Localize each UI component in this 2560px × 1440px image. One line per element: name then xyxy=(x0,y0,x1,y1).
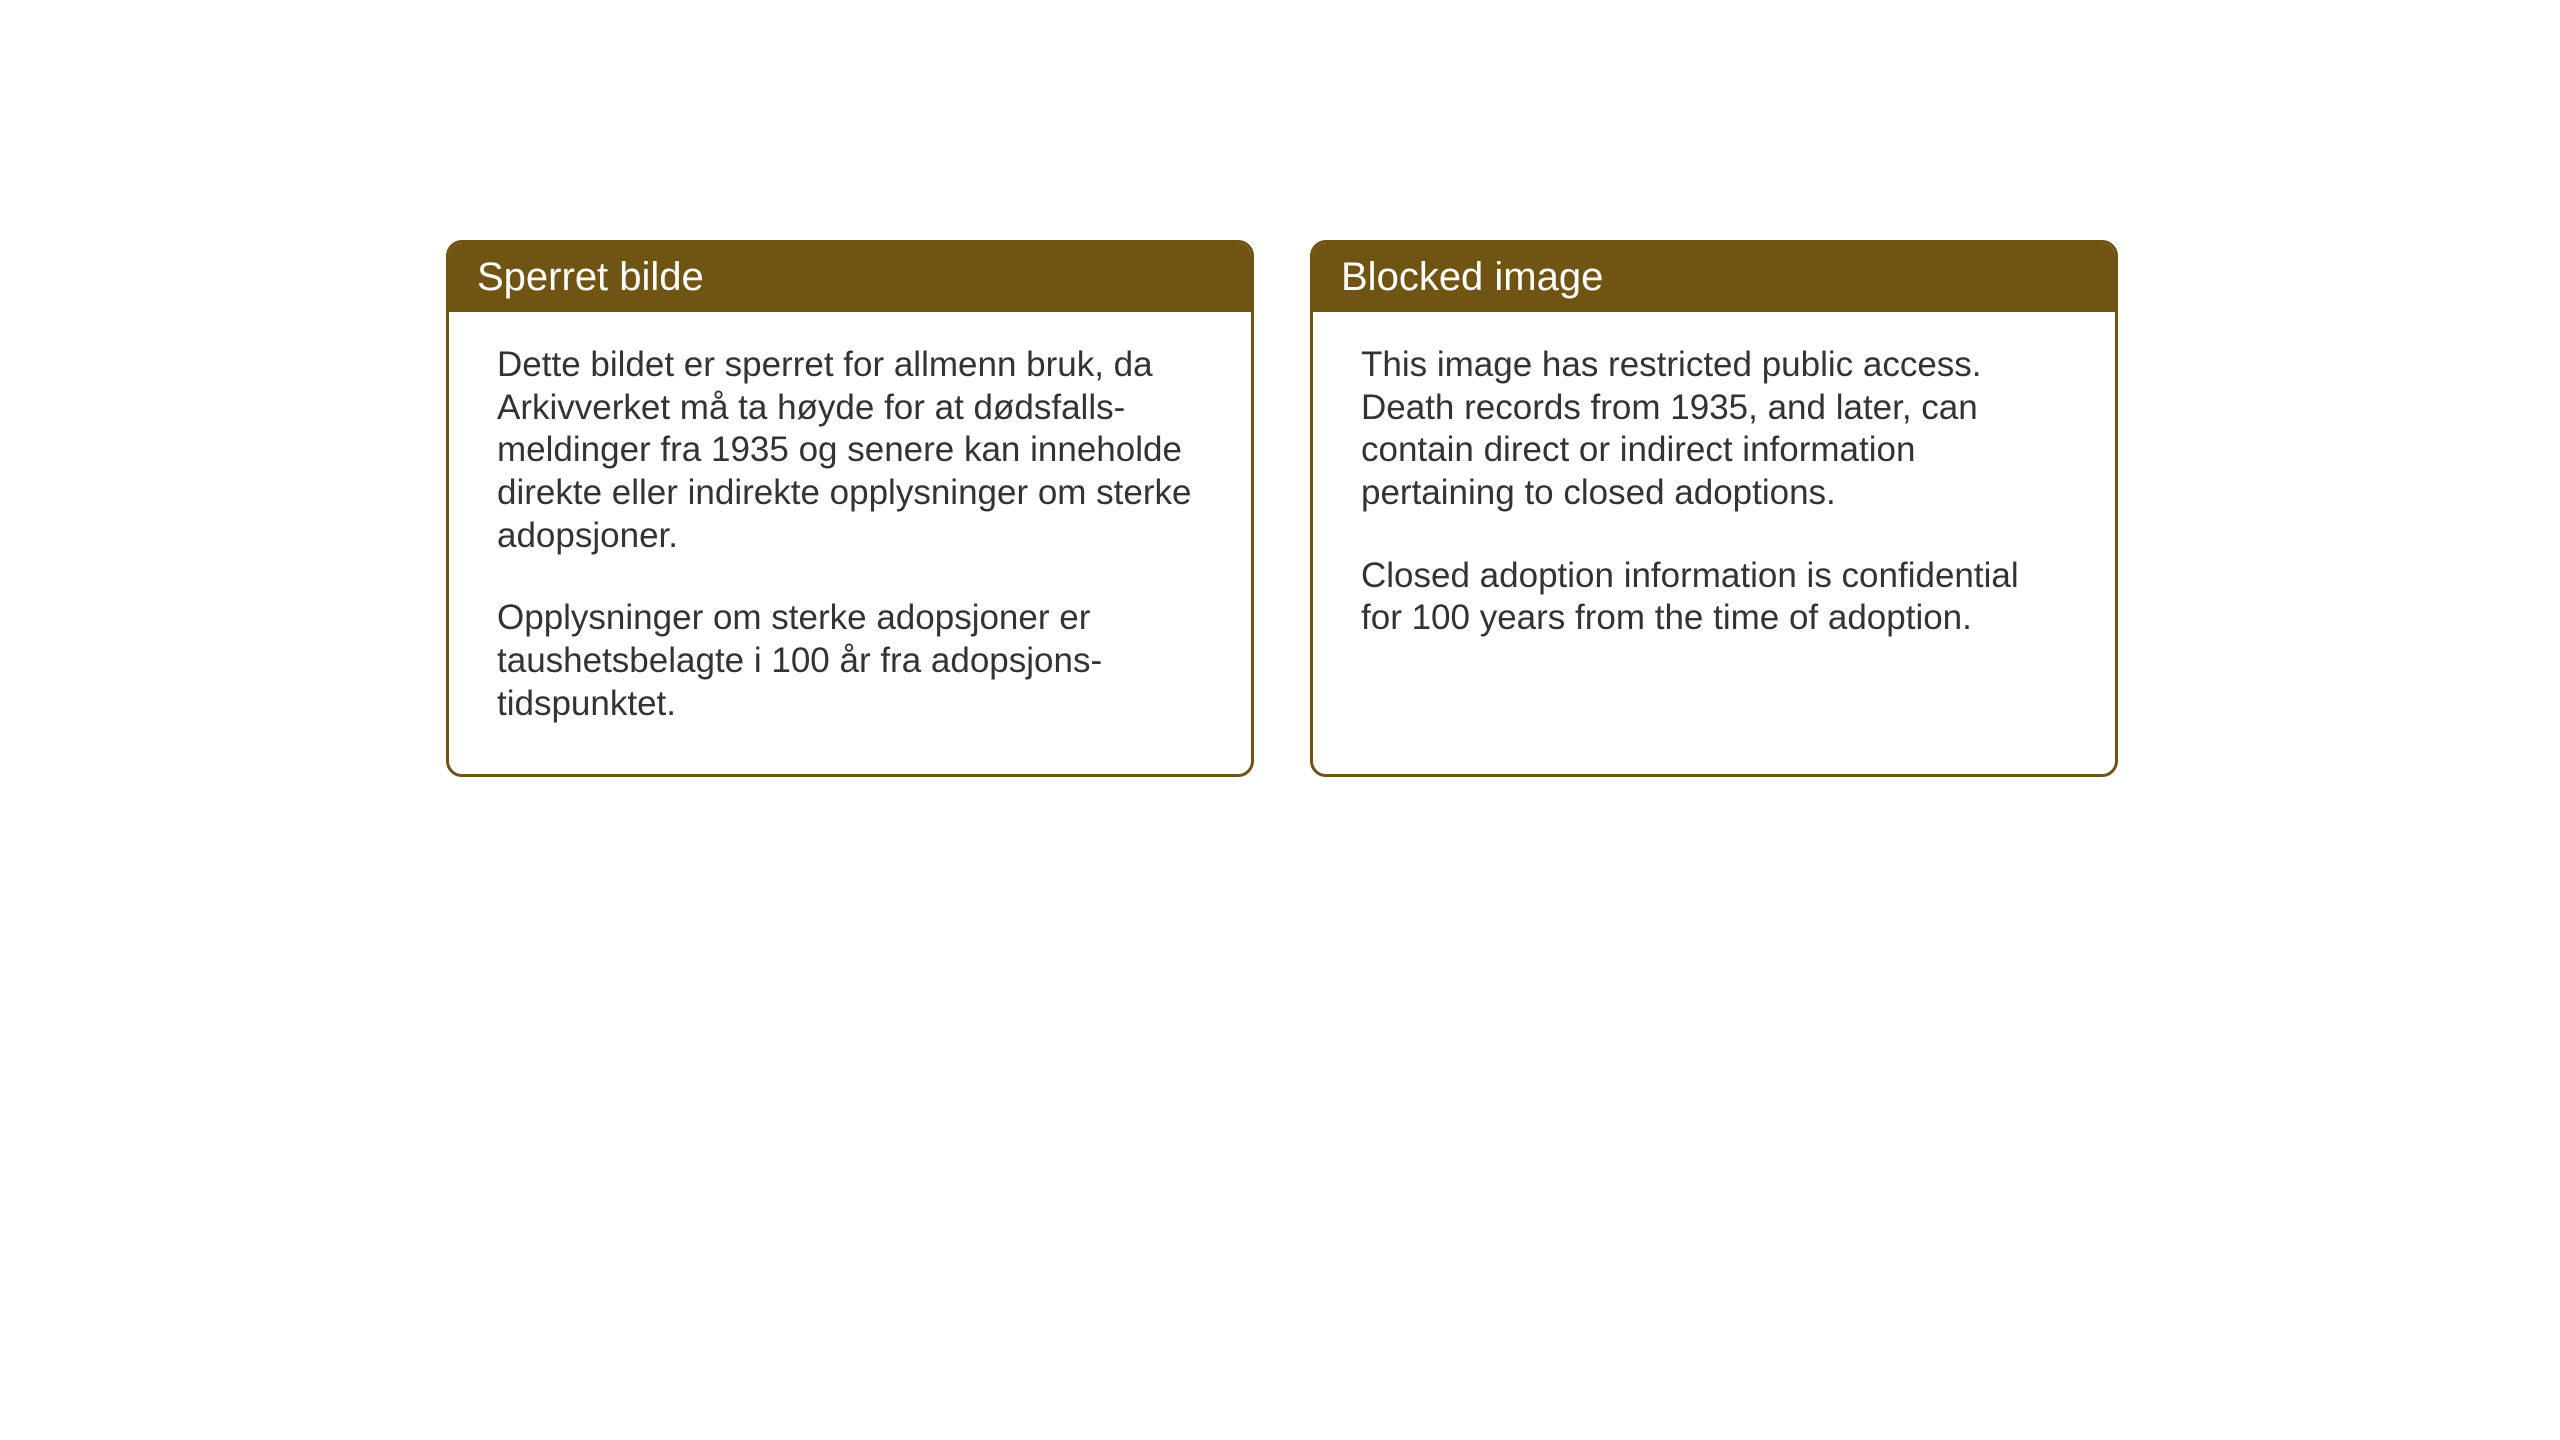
card-title-english: Blocked image xyxy=(1341,255,1603,299)
card-paragraph-1-norwegian: Dette bildet er sperret for allmenn bruk… xyxy=(497,344,1203,557)
card-body-english: This image has restricted public access.… xyxy=(1313,312,2115,762)
card-title-norwegian: Sperret bilde xyxy=(477,255,704,299)
card-paragraph-1-english: This image has restricted public access.… xyxy=(1361,344,2067,515)
card-header-norwegian: Sperret bilde xyxy=(449,243,1251,312)
notice-card-norwegian: Sperret bilde Dette bildet er sperret fo… xyxy=(446,240,1254,777)
card-header-english: Blocked image xyxy=(1313,243,2115,312)
card-paragraph-2-norwegian: Opplysninger om sterke adopsjoner er tau… xyxy=(497,597,1203,725)
card-paragraph-2-english: Closed adoption information is confident… xyxy=(1361,555,2067,640)
notice-card-english: Blocked image This image has restricted … xyxy=(1310,240,2118,777)
card-body-norwegian: Dette bildet er sperret for allmenn bruk… xyxy=(449,312,1251,774)
notice-cards-container: Sperret bilde Dette bildet er sperret fo… xyxy=(446,240,2118,777)
